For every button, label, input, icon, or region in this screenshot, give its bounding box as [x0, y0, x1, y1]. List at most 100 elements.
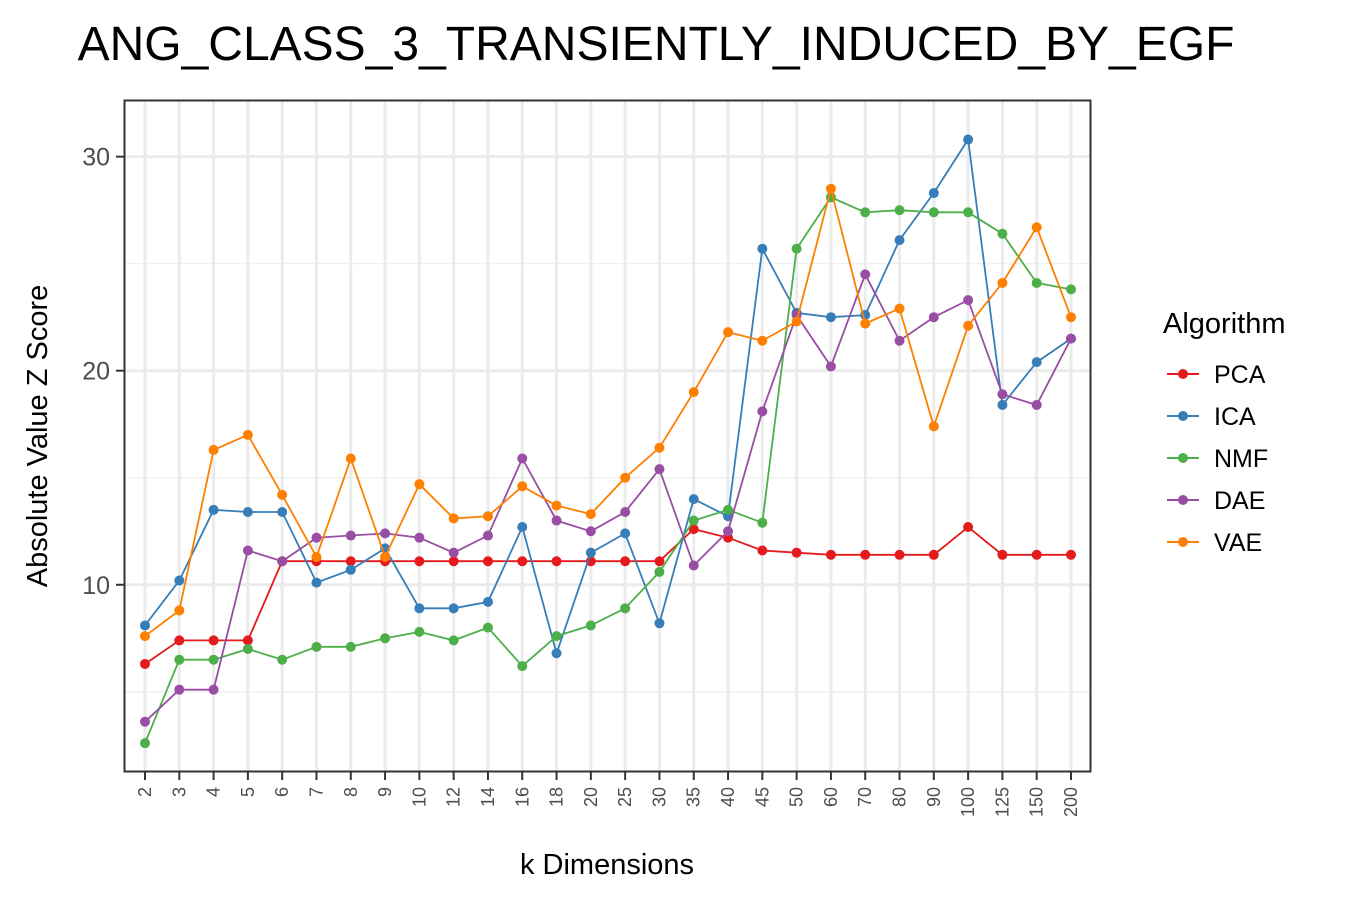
data-point-dae [654, 464, 665, 475]
data-point-vae [620, 472, 631, 483]
data-point-vae [757, 335, 768, 346]
data-point-ica [345, 564, 356, 575]
x-tick-label: 2 [135, 787, 155, 797]
legend-item-vae: VAE [1167, 529, 1262, 557]
data-point-dae [963, 295, 974, 306]
data-point-vae [791, 316, 802, 327]
data-point-vae [1066, 312, 1076, 323]
data-point-nmf [723, 504, 734, 515]
data-point-vae [517, 481, 528, 492]
data-point-nmf [928, 207, 939, 218]
data-point-pca [825, 549, 836, 560]
data-point-vae [963, 320, 974, 331]
data-point-nmf [791, 243, 802, 254]
data-point-nmf [585, 620, 596, 631]
legend-item-ica: ICA [1167, 403, 1256, 431]
x-axis: 2 3 4 5 6 7 8 9 10 12 14 16 18 20 25 30 35 40 45 50 60 70 80 90… [135, 771, 1081, 817]
series-line-dae [144, 272, 1072, 723]
data-point-pca [208, 635, 219, 646]
data-point-dae [242, 545, 253, 556]
data-point-ica [277, 506, 288, 517]
x-tick-label: 90 [924, 787, 944, 807]
x-tick-label: 12 [444, 787, 464, 807]
series-dae [140, 269, 1076, 727]
data-point-vae [688, 387, 699, 398]
data-point-pca [242, 635, 253, 646]
y-tick-label: 30 [82, 144, 110, 172]
data-point-nmf [448, 635, 459, 646]
data-point-ica [311, 577, 322, 588]
plot-background [125, 101, 1090, 771]
legend-item-nmf: NMF [1167, 445, 1268, 473]
legend-key-point [1178, 369, 1188, 379]
data-point-nmf [1066, 284, 1076, 295]
data-point-ica [894, 235, 905, 246]
data-point-pca [928, 549, 939, 560]
data-point-dae [208, 684, 219, 695]
x-tick-label: 8 [341, 787, 361, 797]
series-nmf [140, 192, 1076, 749]
data-point-nmf [140, 738, 150, 749]
data-point-nmf [277, 654, 288, 665]
data-point-pca [414, 556, 425, 567]
data-point-dae [277, 556, 288, 567]
data-point-nmf [208, 654, 219, 665]
legend-item-pca: PCA [1167, 361, 1266, 389]
data-point-ica [654, 618, 665, 629]
data-point-dae [1031, 399, 1042, 410]
data-point-nmf [997, 228, 1008, 239]
data-point-ica [551, 648, 562, 659]
x-tick-label: 7 [306, 787, 326, 797]
legend-key-point [1178, 411, 1188, 421]
x-tick-label: 25 [615, 787, 635, 807]
series-line-nmf [144, 196, 1072, 744]
x-tick-label: 9 [375, 787, 395, 797]
data-point-dae [517, 453, 528, 464]
data-point-vae [551, 500, 562, 511]
data-point-dae [825, 361, 836, 372]
data-point-dae [620, 506, 631, 517]
data-point-pca [517, 556, 528, 567]
data-point-pca [551, 556, 562, 567]
data-point-vae [894, 303, 905, 314]
data-point-pca [963, 521, 974, 532]
chart-title: ANG_CLASS_3_TRANSIENTLY_INDUCED_BY_EGF [78, 18, 1235, 71]
legend-item-dae: DAE [1167, 487, 1265, 515]
x-tick-label: 5 [238, 787, 258, 797]
data-point-pca [860, 549, 871, 560]
data-point-pca [654, 556, 665, 567]
data-point-vae [997, 277, 1008, 288]
legend-label: DAE [1214, 487, 1265, 515]
data-point-vae [277, 489, 288, 500]
x-tick-label: 20 [581, 787, 601, 807]
data-point-vae [345, 453, 356, 464]
legend-label: NMF [1214, 445, 1268, 473]
data-point-ica [997, 399, 1008, 410]
data-point-pca [688, 524, 699, 535]
legend-key-point [1178, 537, 1188, 547]
data-point-dae [757, 406, 768, 417]
legend-key-point [1178, 495, 1188, 505]
x-tick-label: 6 [272, 787, 292, 797]
data-point-ica [448, 603, 459, 614]
data-point-ica [140, 620, 150, 631]
data-point-pca [997, 549, 1008, 560]
data-point-vae [654, 442, 665, 453]
data-point-ica [825, 312, 836, 323]
data-point-vae [380, 551, 391, 562]
x-tick-label: 35 [684, 787, 704, 807]
data-point-dae [448, 547, 459, 558]
data-point-ica [208, 504, 219, 515]
data-point-nmf [757, 517, 768, 528]
data-point-dae [345, 530, 356, 541]
data-point-vae [174, 605, 185, 616]
series-line-ica [144, 136, 1072, 657]
data-point-dae [311, 532, 322, 543]
data-point-nmf [654, 566, 665, 577]
data-point-dae [928, 312, 939, 323]
data-point-nmf [620, 603, 631, 614]
x-tick-label: 40 [718, 787, 738, 807]
data-point-pca [894, 549, 905, 560]
data-point-pca [448, 556, 459, 567]
